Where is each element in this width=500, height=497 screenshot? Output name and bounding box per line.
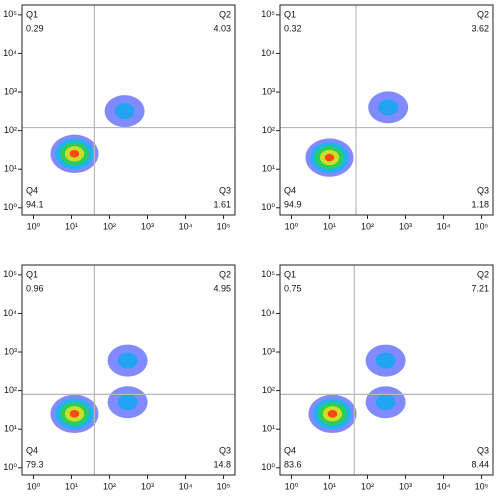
x-tick-label: 10² (361, 221, 374, 231)
y-tick-label: 10³ (262, 346, 275, 356)
x-tick-label: 10⁴ (179, 481, 193, 491)
quadrant-name: Q4 (26, 445, 38, 455)
density-contour (378, 99, 399, 116)
y-tick-label: 10² (262, 125, 275, 135)
y-tick-label: 10² (262, 385, 275, 395)
y-tick-label: 10⁴ (261, 308, 275, 318)
y-tick-label: 10² (4, 125, 17, 135)
quadrant-name: Q1 (26, 9, 38, 19)
y-tick-label: 10⁰ (261, 462, 275, 472)
quadrant-percent: 7.21 (471, 283, 489, 293)
quadrant-name: Q2 (219, 269, 231, 279)
quadrant-name: Q3 (219, 185, 231, 195)
x-tick-label: 10¹ (65, 221, 78, 231)
quadrant-percent: 94.1 (26, 199, 44, 209)
y-tick-label: 10⁵ (261, 269, 275, 279)
x-tick-label: 10⁴ (437, 481, 451, 491)
y-tick-label: 10³ (262, 86, 275, 96)
y-tick-label: 10⁴ (261, 48, 275, 58)
quadrant-percent: 4.03 (213, 23, 231, 33)
plot-frame (279, 4, 494, 216)
y-tick-label: 10¹ (262, 164, 275, 174)
quadrant-name: Q4 (26, 185, 38, 195)
x-tick-label: 10⁰ (285, 481, 299, 491)
x-tick-label: 10² (103, 221, 116, 231)
density-contour (69, 409, 80, 418)
panel: 10⁰ 10¹ 10² 10³ 10⁴ 10⁵ 10⁰ 10¹ 10² 10³ 10⁴ 10⁵ Q1 0.… (3, 4, 236, 231)
y-tick-label: 10¹ (4, 424, 17, 434)
quadrant-percent: 79.3 (26, 459, 44, 469)
quadrant-name: Q3 (219, 445, 231, 455)
y-tick-label: 10² (4, 385, 17, 395)
quadrant-name: Q1 (284, 9, 296, 19)
quadrant-percent: 0.32 (284, 23, 302, 33)
density-contour (375, 352, 396, 369)
quadrant-name: Q4 (284, 445, 296, 455)
quadrant-percent: 1.61 (213, 199, 231, 209)
y-tick-label: 10⁵ (261, 9, 275, 19)
quadrant-name: Q1 (284, 269, 296, 279)
y-tick-label: 10⁰ (3, 202, 17, 212)
x-tick-label: 10¹ (323, 221, 336, 231)
quadrant-name: Q2 (219, 9, 231, 19)
x-tick-label: 10⁵ (475, 481, 489, 491)
x-tick-label: 10¹ (323, 481, 336, 491)
quadrant-percent: 94.9 (284, 199, 302, 209)
x-tick-label: 10³ (399, 481, 412, 491)
y-tick-label: 10⁰ (261, 202, 275, 212)
quadrant-name: Q4 (284, 185, 296, 195)
panel: 10⁰ 10¹ 10² 10³ 10⁴ 10⁵ 10⁰ 10¹ 10² 10³ 10⁴ 10⁵ Q1 0.… (3, 264, 236, 491)
y-tick-label: 10⁴ (3, 308, 17, 318)
x-tick-label: 10⁰ (27, 481, 41, 491)
quadrant-percent: 83.6 (284, 459, 302, 469)
density-contour (375, 394, 396, 411)
quadrant-percent: 0.96 (26, 283, 44, 293)
y-tick-label: 10³ (4, 86, 17, 96)
x-tick-label: 10⁵ (217, 221, 231, 231)
quadrant-name: Q3 (477, 185, 489, 195)
panel: 10⁰ 10¹ 10² 10³ 10⁴ 10⁵ 10⁰ 10¹ 10² 10³ 10⁴ 10⁵ Q1 0.… (261, 4, 494, 231)
x-tick-label: 10³ (399, 221, 412, 231)
x-tick-label: 10⁵ (217, 481, 231, 491)
quadrant-name: Q2 (477, 269, 489, 279)
quadrant-percent: 1.18 (471, 199, 489, 209)
density-contour (117, 394, 138, 411)
x-tick-label: 10⁰ (285, 221, 299, 231)
y-tick-label: 10¹ (4, 164, 17, 174)
y-tick-label: 10⁰ (3, 462, 17, 472)
x-tick-label: 10³ (141, 221, 154, 231)
x-tick-label: 10¹ (65, 481, 78, 491)
quadrant-percent: 8.44 (471, 459, 489, 469)
density-contour (69, 149, 80, 158)
plot-frame (21, 264, 236, 476)
quadrant-name: Q1 (26, 269, 38, 279)
density-contour (117, 352, 138, 369)
x-tick-label: 10⁵ (475, 221, 489, 231)
x-tick-label: 10⁰ (27, 221, 41, 231)
plot-frame (279, 264, 494, 476)
quadrant-percent: 3.62 (471, 23, 489, 33)
x-tick-label: 10⁴ (179, 221, 193, 231)
y-tick-label: 10⁴ (3, 48, 17, 58)
density-contour (327, 409, 338, 418)
quadrant-percent: 14.8 (213, 459, 231, 469)
y-tick-label: 10³ (4, 346, 17, 356)
density-contour (114, 103, 135, 120)
panel: 10⁰ 10¹ 10² 10³ 10⁴ 10⁵ 10⁰ 10¹ 10² 10³ 10⁴ 10⁵ Q1 0.… (261, 264, 494, 491)
density-contour (324, 153, 335, 162)
x-tick-label: 10² (361, 481, 374, 491)
quadrant-percent: 4.95 (213, 283, 231, 293)
y-tick-label: 10¹ (262, 424, 275, 434)
y-tick-label: 10⁵ (3, 269, 17, 279)
quadrant-percent: 0.29 (26, 23, 44, 33)
x-tick-label: 10³ (141, 481, 154, 491)
x-tick-label: 10² (103, 481, 116, 491)
quadrant-name: Q3 (477, 445, 489, 455)
plot-frame (21, 4, 236, 216)
quadrant-name: Q2 (477, 9, 489, 19)
quadrant-percent: 0.75 (284, 283, 302, 293)
y-tick-label: 10⁵ (3, 9, 17, 19)
x-tick-label: 10⁴ (437, 221, 451, 231)
